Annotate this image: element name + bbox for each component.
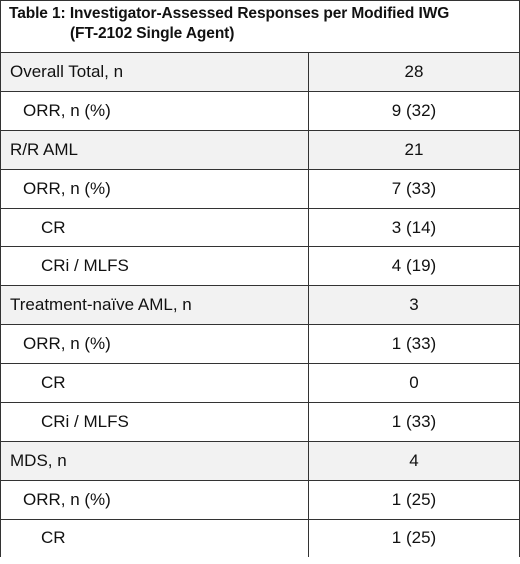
- row-label: ORR, n (%): [1, 480, 309, 519]
- row-label: CRi / MLFS: [1, 403, 309, 441]
- row-label: Overall Total, n: [1, 53, 309, 91]
- row-value: 1 (25): [391, 489, 437, 509]
- row-label: CR: [1, 364, 309, 403]
- table-row: R/R AML 21: [1, 130, 519, 170]
- row-label: ORR, n (%): [1, 91, 309, 130]
- table-row: ORR, n (%) 1 (25): [1, 480, 519, 520]
- row-label: CR: [1, 519, 309, 557]
- row-label: MDS, n: [1, 441, 309, 480]
- caption-line-2: (FT-2102 Single Agent): [70, 25, 235, 42]
- table-row: CRi / MLFS 4 (19): [1, 247, 519, 287]
- table-row: MDS, n 4: [1, 441, 519, 481]
- row-value: 0: [409, 373, 419, 393]
- row-value: 4: [409, 450, 419, 470]
- row-value: 1 (33): [391, 411, 437, 431]
- row-label: ORR, n (%): [1, 325, 309, 364]
- row-value: 7 (33): [391, 178, 437, 198]
- row-value: 3: [409, 295, 419, 315]
- table-row: ORR, n (%) 1 (33): [1, 325, 519, 365]
- table-row: CRi / MLFS 1 (33): [1, 403, 519, 442]
- table-row: ORR, n (%) 9 (32): [1, 91, 519, 131]
- row-label: CR: [1, 208, 309, 247]
- table-row: CR 3 (14): [1, 208, 519, 248]
- caption-line-1: Table 1: Investigator-Assessed Responses…: [9, 5, 450, 22]
- row-label: R/R AML: [1, 130, 309, 169]
- row-label: CRi / MLFS: [1, 247, 309, 286]
- row-value: 3 (14): [391, 217, 437, 237]
- row-value: 21: [404, 139, 424, 159]
- row-label: ORR, n (%): [1, 169, 309, 208]
- row-value: 1 (25): [391, 528, 437, 548]
- table-row: ORR, n (%) 7 (33): [1, 169, 519, 209]
- row-value: 1 (33): [391, 334, 437, 354]
- table-row: Overall Total, n 28: [1, 53, 519, 92]
- table-row: CR 0: [1, 364, 519, 404]
- table-row: CR 1 (25): [1, 519, 519, 557]
- row-value: 4 (19): [391, 256, 437, 276]
- row-value: 9 (32): [391, 100, 437, 120]
- row-label: Treatment-naïve AML, n: [1, 286, 309, 325]
- row-value: 28: [404, 61, 424, 81]
- table-row: Treatment-naïve AML, n 3: [1, 286, 519, 326]
- table-caption: Table 1: Investigator-Assessed Responses…: [1, 1, 519, 53]
